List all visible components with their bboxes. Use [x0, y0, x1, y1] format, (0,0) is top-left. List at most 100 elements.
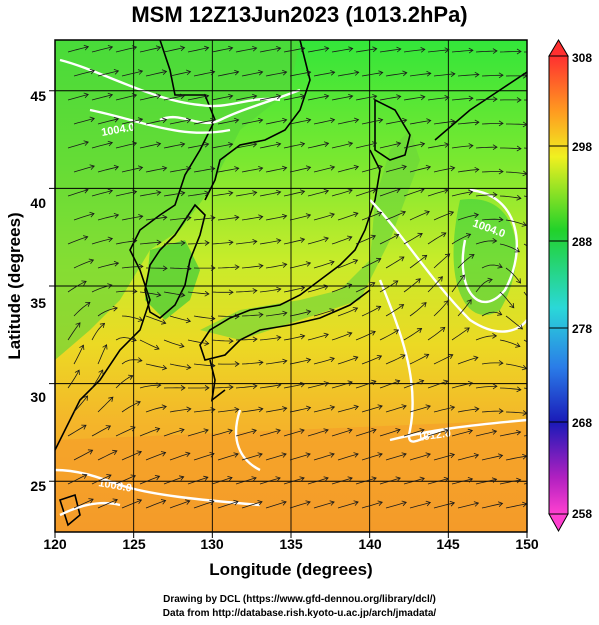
- streamline-arrowhead: [155, 45, 162, 51]
- streamline: [259, 288, 281, 293]
- streamline: [283, 143, 305, 149]
- streamline: [409, 302, 427, 317]
- streamline-arrowhead: [443, 379, 449, 385]
- streamline: [115, 142, 137, 149]
- streamline-arrowhead: [228, 289, 234, 296]
- streamline-arrowhead: [372, 94, 378, 100]
- streamline: [259, 239, 281, 245]
- streamline-arrowhead: [258, 406, 264, 413]
- streamline: [481, 410, 503, 413]
- streamline-arrowhead: [179, 93, 186, 100]
- streamline: [475, 430, 497, 437]
- streamline-arrowhead: [516, 386, 522, 393]
- streamline: [331, 381, 353, 389]
- streamline: [313, 166, 335, 173]
- streamline-arrowhead: [497, 263, 503, 269]
- streamline-arrowhead: [395, 141, 402, 147]
- streamline-arrowhead: [441, 232, 447, 238]
- streamline-arrowhead: [209, 452, 215, 458]
- streamline-arrowhead: [155, 93, 162, 99]
- streamline: [457, 357, 479, 365]
- streamline: [313, 261, 335, 269]
- streamline-arrowhead: [74, 369, 80, 375]
- streamline: [193, 168, 215, 173]
- streamline: [73, 498, 94, 509]
- streamline: [475, 240, 497, 245]
- streamline: [409, 354, 429, 365]
- streamline-arrowhead: [82, 473, 88, 479]
- streamline: [193, 315, 215, 320]
- streamline-arrowhead: [228, 93, 234, 100]
- streamline: [169, 267, 192, 270]
- streamline-arrowhead: [113, 116, 120, 123]
- streamline: [283, 47, 305, 53]
- streamline-arrowhead: [203, 93, 210, 100]
- streamline-arrowhead: [443, 188, 449, 194]
- streamline-arrowhead: [305, 405, 312, 412]
- streamline: [241, 167, 263, 173]
- streamline: [433, 502, 455, 509]
- streamline-arrowhead: [425, 164, 432, 171]
- streamline: [530, 268, 545, 283]
- streamline-arrowhead: [393, 233, 400, 239]
- streamline-arrowhead: [228, 190, 234, 197]
- streamline-arrowhead: [533, 304, 538, 309]
- streamline: [235, 477, 257, 485]
- streamline: [355, 477, 377, 485]
- streamline-arrowhead: [276, 46, 282, 52]
- streamline: [241, 408, 263, 413]
- streamline: [355, 48, 377, 53]
- streamline-arrowhead: [83, 92, 89, 99]
- streamline: [187, 291, 209, 295]
- streamline-arrowhead: [347, 380, 353, 386]
- streamline-arrowhead: [233, 499, 239, 506]
- isobars: [55, 58, 527, 517]
- streamline: [307, 190, 329, 197]
- streamline-arrowhead: [204, 190, 210, 197]
- streamline: [481, 218, 503, 221]
- streamline: [163, 242, 186, 245]
- streamline: [403, 96, 425, 101]
- streamline-arrowhead: [492, 333, 498, 339]
- streamline-arrowhead: [393, 280, 399, 286]
- streamline-arrowhead: [420, 47, 426, 53]
- streamline: [500, 147, 522, 150]
- streamline-arrowhead: [306, 69, 312, 76]
- streamline: [337, 406, 359, 413]
- streamline: [259, 95, 281, 101]
- streamline-arrowhead: [353, 404, 359, 411]
- streamline-arrowhead: [83, 235, 89, 241]
- streamline-arrowhead: [467, 477, 474, 483]
- streamline-arrowhead: [209, 69, 216, 76]
- streamline-arrowhead: [347, 428, 353, 434]
- streamline-arrowhead: [136, 450, 143, 456]
- streamline-arrowhead: [83, 44, 90, 51]
- colorbar-tick-label: 258: [572, 507, 592, 521]
- y-tick-label: 40: [30, 195, 46, 211]
- streamline-arrowhead: [282, 310, 288, 317]
- streamline-arrowhead: [185, 317, 192, 324]
- streamline-arrowhead: [329, 308, 335, 314]
- streamline-arrowhead: [275, 141, 282, 148]
- streamline-arrowhead: [162, 214, 168, 221]
- streamline-arrowhead: [228, 45, 234, 52]
- streamline: [97, 344, 107, 365]
- streamline-arrowhead: [425, 500, 432, 507]
- streamline-arrowhead: [276, 93, 282, 100]
- streamline: [409, 254, 427, 269]
- streamline-arrowhead: [204, 385, 210, 391]
- streamline: [115, 337, 137, 341]
- streamline-arrowhead: [401, 164, 407, 171]
- streamline: [115, 290, 137, 293]
- streamline: [265, 407, 287, 413]
- streamline-arrowhead: [276, 286, 282, 293]
- streamline-arrowhead: [347, 331, 353, 337]
- streamline: [235, 290, 257, 293]
- streamline-arrowhead: [83, 140, 89, 146]
- streamline-arrowhead: [467, 380, 474, 387]
- streamline-arrowhead: [443, 300, 449, 306]
- streamline-arrowhead: [402, 70, 408, 77]
- streamline: [211, 47, 233, 53]
- streamline: [433, 454, 455, 461]
- streamline-arrowhead: [179, 475, 185, 481]
